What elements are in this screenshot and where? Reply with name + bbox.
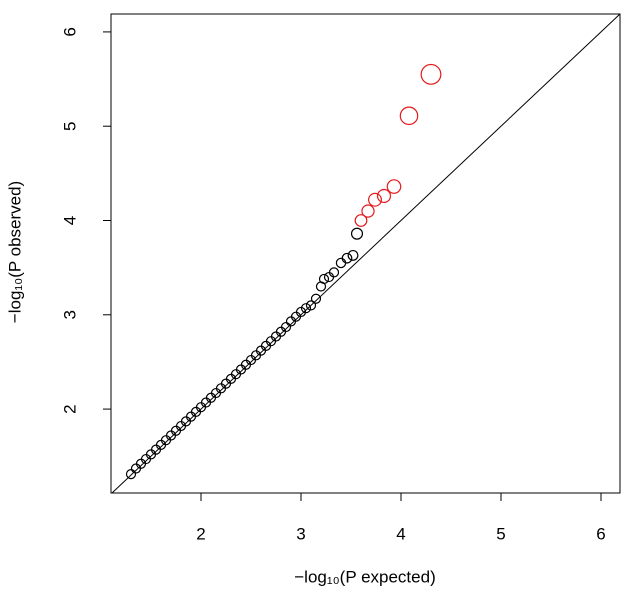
point: [318, 273, 330, 285]
y-tick-label: 5: [60, 121, 79, 130]
x-tick-label: 2: [196, 524, 205, 543]
point: [420, 63, 442, 85]
point: [341, 252, 353, 264]
point: [350, 227, 364, 240]
y-tick-label: 2: [60, 404, 79, 413]
point: [300, 303, 312, 314]
y-tick-label: 6: [60, 27, 79, 36]
point: [328, 267, 340, 278]
point: [354, 214, 368, 227]
point: [361, 204, 375, 218]
point: [386, 179, 402, 194]
reference-line: [111, 13, 621, 494]
point: [399, 106, 419, 126]
point: [310, 293, 322, 304]
point: [305, 300, 317, 311]
x-tick-label: 5: [496, 524, 505, 543]
x-tick-label: 6: [596, 524, 605, 543]
point: [335, 257, 347, 269]
point: [376, 188, 392, 204]
y-tick-label: 4: [60, 216, 79, 225]
point: [280, 321, 292, 333]
point: [347, 249, 359, 261]
x-tick-label: 3: [296, 524, 305, 543]
point: [368, 192, 382, 207]
plot-frame: [110, 13, 621, 494]
y-tick-label: 3: [60, 310, 79, 319]
x-axis-label: −log₁₀(P expected): [294, 567, 435, 586]
x-tick-label: 4: [396, 524, 405, 543]
y-axis-label: −log₁₀(P observed): [5, 181, 24, 323]
point: [125, 469, 137, 480]
